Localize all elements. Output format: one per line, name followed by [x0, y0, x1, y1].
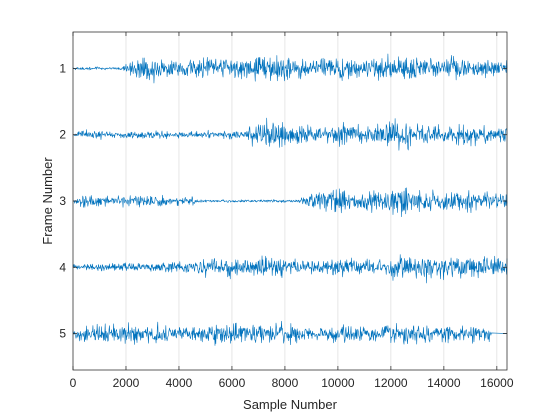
x-tick-label: 10000 — [321, 376, 355, 390]
y-tick-label: 3 — [59, 194, 66, 208]
x-tick-label: 6000 — [219, 376, 246, 390]
x-ticks: 0 2000 4000 6000 8000 10000 12000 14000 16000 — [70, 32, 514, 390]
y-tick-label: 1 — [59, 61, 66, 75]
frame-4-trace — [72, 254, 508, 284]
x-tick-label: 12000 — [374, 376, 408, 390]
x-axis-title: Sample Number — [243, 397, 338, 412]
x-tick-label: 8000 — [272, 376, 299, 390]
x-tick-label: 16000 — [480, 376, 514, 390]
frame-2-trace — [72, 117, 508, 151]
y-tick-label: 2 — [59, 128, 66, 142]
x-tick-label: 2000 — [113, 376, 140, 390]
frame-1-trace — [72, 53, 508, 84]
y-tick-label: 5 — [59, 327, 66, 341]
x-tick-label: 14000 — [427, 376, 461, 390]
frame-3-trace — [72, 187, 508, 217]
frame-5-trace — [72, 320, 508, 346]
x-tick-label: 4000 — [166, 376, 193, 390]
x-tick-label: 0 — [70, 376, 77, 390]
signal-traces — [72, 53, 508, 346]
y-axis-title: Frame Number — [40, 157, 55, 245]
y-tick-label: 4 — [59, 260, 66, 274]
y-ticks: 1 2 3 4 5 — [59, 61, 507, 341]
